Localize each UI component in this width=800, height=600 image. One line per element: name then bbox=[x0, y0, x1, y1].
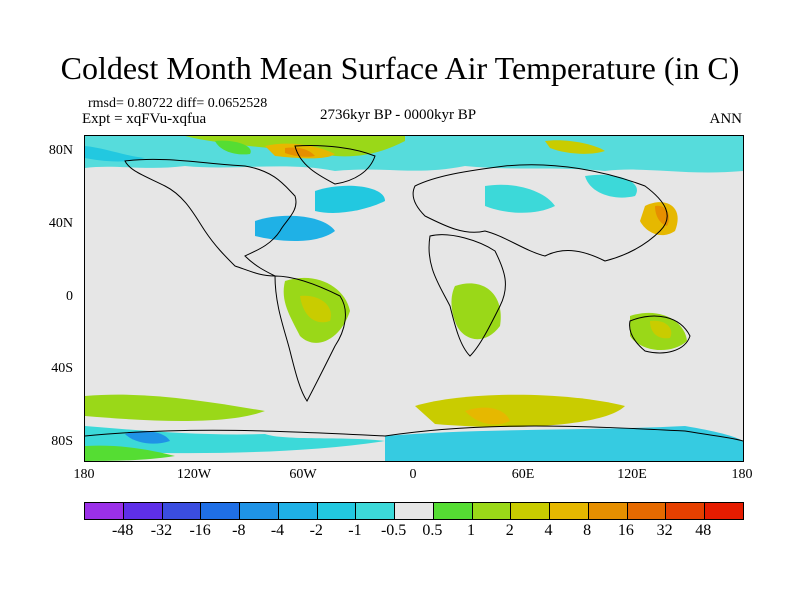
world-map bbox=[84, 135, 744, 462]
y-tick: 80N bbox=[48, 143, 73, 158]
legend-label: -48 bbox=[112, 522, 134, 539]
map-svg bbox=[85, 136, 743, 461]
legend-swatch bbox=[240, 503, 279, 519]
legend-swatch bbox=[705, 503, 744, 519]
stats-text: rmsd= 0.80722 diff= 0.0652528 bbox=[88, 96, 268, 111]
legend-label: 2 bbox=[505, 522, 514, 539]
period-label: 2736kyr BP - 0000kyr BP bbox=[320, 107, 477, 123]
legend-label: 48 bbox=[695, 522, 712, 539]
legend-label: -1 bbox=[348, 522, 362, 539]
legend-label: 8 bbox=[583, 522, 592, 539]
legend-label: -8 bbox=[232, 522, 246, 539]
x-tick: 60E bbox=[511, 467, 535, 482]
legend-swatch bbox=[317, 503, 357, 519]
legend-label: -0.5 bbox=[380, 522, 407, 539]
x-tick: 0 bbox=[409, 467, 417, 482]
y-tick: 80S bbox=[51, 434, 73, 449]
x-tick: 180 bbox=[73, 467, 95, 482]
legend-label: -4 bbox=[270, 522, 285, 539]
legend-label: 32 bbox=[656, 522, 673, 539]
legend-swatch bbox=[472, 503, 512, 519]
x-tick: 180 bbox=[731, 467, 753, 482]
legend-label: -2 bbox=[309, 522, 323, 539]
legend-swatch bbox=[395, 503, 434, 519]
legend-swatch bbox=[627, 503, 667, 519]
legend-label: -32 bbox=[150, 522, 173, 539]
season-label: ANN bbox=[709, 111, 743, 127]
legend-label: 1 bbox=[467, 522, 476, 539]
legend-swatch bbox=[356, 503, 396, 519]
legend-swatch bbox=[162, 503, 202, 519]
legend-swatch bbox=[85, 503, 124, 519]
legend-swatch bbox=[550, 503, 589, 519]
legend-swatch bbox=[123, 503, 163, 519]
x-tick: 60W bbox=[289, 467, 317, 482]
legend-label: 0.5 bbox=[422, 522, 443, 539]
legend-swatch bbox=[201, 503, 241, 519]
y-tick: 40S bbox=[51, 361, 73, 376]
experiment-label: Expt = xqFVu-xqfua bbox=[82, 111, 207, 127]
legend-label: 4 bbox=[544, 522, 553, 539]
legend-swatch bbox=[433, 503, 473, 519]
color-legend-bar bbox=[84, 502, 744, 520]
legend-swatch bbox=[278, 503, 318, 519]
legend-label: -16 bbox=[189, 522, 211, 539]
anomaly-field bbox=[85, 136, 743, 461]
chart-title: Coldest Month Mean Surface Air Temperatu… bbox=[60, 50, 740, 86]
legend-swatch bbox=[588, 503, 628, 519]
x-tick: 120W bbox=[176, 467, 212, 482]
legend-swatch bbox=[666, 503, 706, 519]
x-tick: 120E bbox=[617, 467, 647, 482]
legend-label: 16 bbox=[617, 522, 634, 539]
y-tick: 40N bbox=[48, 216, 73, 231]
legend-swatch bbox=[511, 503, 551, 519]
coastlines bbox=[85, 145, 743, 442]
y-tick: 0 bbox=[66, 289, 73, 304]
